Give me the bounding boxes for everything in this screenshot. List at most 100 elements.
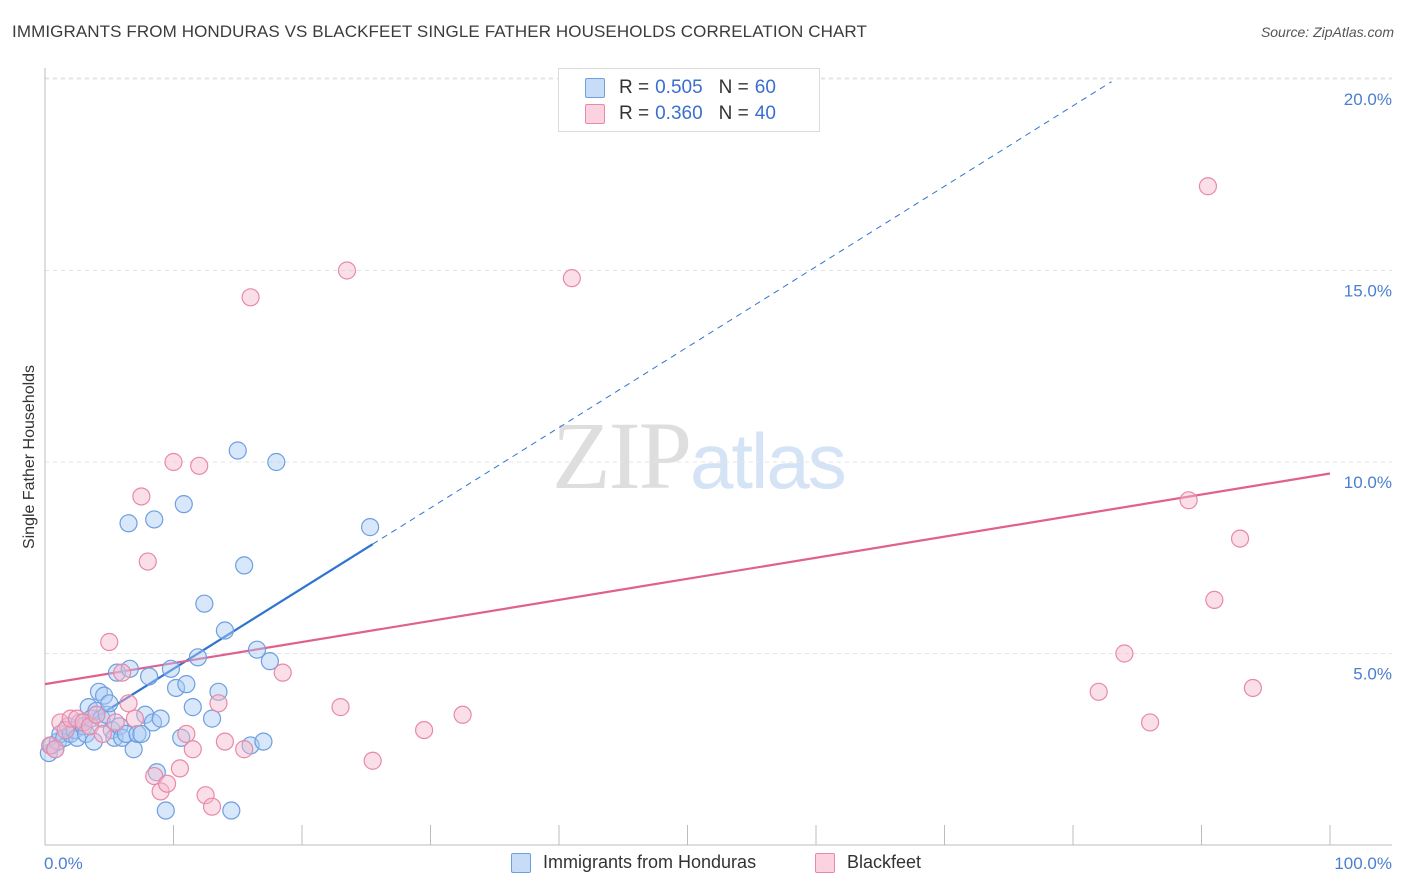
point-blackfeet [1230, 529, 1250, 548]
point-blackfeet [87, 705, 106, 724]
point-honduras [177, 675, 196, 694]
point-blackfeet [93, 724, 112, 744]
point-honduras [260, 652, 279, 671]
point-honduras [247, 640, 267, 659]
point-honduras [100, 694, 119, 713]
legend-n-value: 40 [754, 103, 776, 124]
point-honduras [145, 510, 164, 529]
tick-labels: 5.0% 10.0% 15.0% 20.0% 0.0% 100.0% [44, 90, 1392, 873]
legend-n-label: N = [718, 103, 749, 124]
legend-r-value: 0.360 [655, 103, 703, 124]
y-tick-label: 15.0% [1344, 282, 1392, 301]
point-blackfeet [157, 774, 177, 793]
legend-swatch-honduras [585, 78, 605, 98]
y-tick-label: 10.0% [1344, 473, 1392, 492]
y-tick-label: 5.0% [1353, 665, 1392, 684]
point-blackfeet [414, 720, 434, 740]
legend-row-honduras: R = 0.505 N = 60 [585, 76, 776, 100]
trend-line-honduras-extension [372, 81, 1112, 545]
point-honduras [128, 724, 147, 744]
correlation-legend: R = 0.505 N = 60 R = 0.360 N = 40 [558, 68, 820, 132]
point-honduras [156, 801, 175, 820]
point-honduras [267, 452, 286, 472]
legend-n-value: 60 [754, 77, 776, 98]
point-blackfeet [132, 487, 151, 506]
point-blackfeet [119, 694, 138, 713]
point-blackfeet [1140, 713, 1160, 732]
point-blackfeet [196, 786, 215, 805]
legend-r-value: 0.505 [655, 77, 703, 98]
legend-label-blackfeet: Blackfeet [847, 852, 922, 872]
point-honduras [174, 495, 193, 514]
point-blackfeet [1205, 590, 1224, 609]
legend-swatch-blackfeet [815, 852, 835, 873]
point-honduras [132, 724, 151, 744]
point-blackfeet [562, 269, 581, 288]
y-tick-label: 20.0% [1344, 90, 1392, 109]
series-legend: Immigrants from Honduras Blackfeet [0, 852, 1406, 878]
point-blackfeet [56, 720, 75, 740]
point-honduras [166, 678, 186, 698]
legend-n-label: N = [718, 77, 749, 98]
legend-r-label: R = [619, 103, 650, 124]
chart-title: IMMIGRANTS FROM HONDURAS VS BLACKFEET SI… [12, 22, 867, 41]
point-honduras [222, 801, 241, 820]
point-honduras [119, 514, 138, 533]
x-tick-label: 0.0% [44, 854, 83, 873]
point-honduras [195, 594, 214, 613]
point-honduras [139, 667, 159, 686]
point-blackfeet [337, 261, 357, 280]
point-blackfeet [235, 740, 254, 759]
point-blackfeet [190, 456, 209, 475]
point-blackfeet [1198, 177, 1218, 196]
legend-r-label: R = [619, 77, 650, 98]
legend-row-blackfeet: R = 0.360 N = 40 [585, 102, 776, 126]
point-blackfeet [1179, 491, 1198, 510]
legend-item-honduras: Immigrants from Honduras [511, 852, 756, 873]
point-blackfeet [100, 632, 119, 652]
point-honduras [151, 709, 170, 728]
legend-swatch-honduras [511, 852, 531, 873]
point-blackfeet [170, 759, 190, 778]
point-blackfeet [1115, 644, 1134, 663]
point-honduras [215, 621, 234, 640]
point-honduras [254, 732, 273, 751]
point-blackfeet [215, 732, 234, 751]
point-blackfeet [273, 663, 292, 682]
data-points [39, 177, 1263, 820]
point-blackfeet [164, 452, 183, 472]
x-tick-label: 100.0% [1334, 854, 1392, 873]
legend-item-blackfeet: Blackfeet [815, 852, 921, 873]
point-honduras [228, 441, 247, 460]
legend-swatch-blackfeet [585, 104, 605, 124]
point-blackfeet [202, 797, 222, 816]
point-honduras [124, 740, 143, 759]
point-blackfeet [112, 663, 132, 682]
point-blackfeet [209, 694, 228, 713]
point-honduras [188, 648, 208, 667]
point-blackfeet [453, 705, 472, 724]
source-credit: Source: ZipAtlas.com [1260, 24, 1394, 40]
point-blackfeet [177, 724, 196, 744]
y-axis-label: Single Father Households [21, 365, 38, 549]
point-blackfeet [138, 552, 157, 571]
point-honduras [235, 556, 254, 575]
point-blackfeet [331, 698, 350, 717]
trend-lines [44, 81, 1331, 751]
point-blackfeet [1243, 678, 1263, 698]
point-blackfeet [241, 288, 260, 307]
point-honduras [161, 659, 181, 678]
point-blackfeet [106, 713, 125, 732]
trend-line-blackfeet [44, 472, 1331, 686]
legend-label-honduras: Immigrants from Honduras [543, 852, 757, 872]
point-honduras [361, 518, 380, 537]
point-blackfeet [363, 751, 382, 770]
point-honduras [183, 698, 202, 717]
point-honduras [105, 728, 124, 747]
point-honduras [136, 705, 155, 724]
point-blackfeet [46, 740, 65, 759]
point-blackfeet [183, 740, 202, 759]
point-honduras [202, 709, 222, 728]
axes [44, 68, 1392, 846]
